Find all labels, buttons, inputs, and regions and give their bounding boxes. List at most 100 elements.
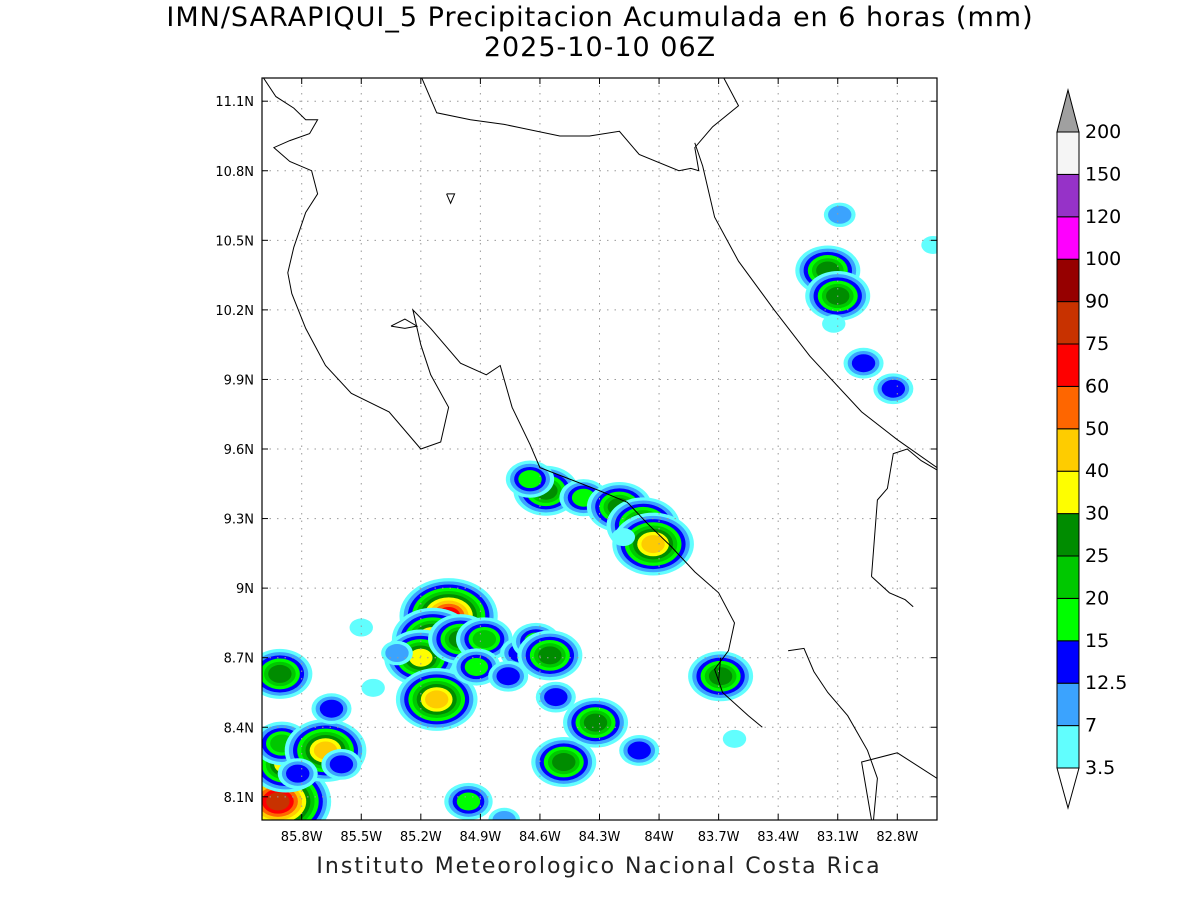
colorbar-label: 90 [1085,291,1109,313]
rain-contour [851,354,876,373]
coastline [262,78,763,728]
rain-cell [619,735,660,766]
rain-contour [472,630,497,649]
rain-contour [722,729,747,748]
rain-contour [319,699,344,718]
colorbar-upper-triangle [1056,88,1080,133]
rain-cell [823,202,856,228]
colorbar-label: 15 [1085,630,1109,652]
x-tick-label: 85.2W [400,830,442,845]
rain-cell [517,630,583,681]
coastline-layer [262,78,937,820]
y-tick-label: 8.7N [224,652,254,667]
y-tick-label: 8.1N [224,791,254,806]
y-tick-label: 11.1N [215,95,254,110]
colorbar-segment [1056,343,1080,387]
colorbar-segment [1056,555,1080,599]
rain-contour [583,713,608,732]
rain-cell [361,678,385,697]
rain-cell [488,660,529,692]
rain-cell [843,347,884,379]
colorbar-label: 50 [1085,418,1109,440]
rain-cell [873,373,914,405]
rain-contour [828,205,852,224]
rain-cell [688,651,754,702]
y-tick-label: 9.9N [224,373,254,388]
rain-cell [321,748,362,780]
colorbar-segment [1056,682,1080,727]
colorbar-segment [1056,216,1080,260]
rain-cell [311,693,352,725]
rain-cell [822,314,846,333]
x-tick-label: 85.5W [340,830,382,845]
x-tick-label: 84.6W [519,830,561,845]
colorbar-label: 75 [1085,333,1109,355]
rain-contour [286,764,310,783]
colorbar: 3.5 7 12.5 15 20 25 30 40 50 60 75 90 100 120 150 200 [1056,88,1127,810]
rain-contour [385,644,409,663]
rain-cell [535,681,576,713]
colorbar-label: 20 [1085,587,1109,609]
rain-contour [349,618,373,637]
rain-contour [538,646,562,665]
credit-label: Instituto Meteorologico Nacional Costa R… [316,854,882,879]
rain-contour [611,528,636,547]
rain-layer [262,202,937,820]
rain-contour [329,755,354,774]
rain-cell [505,460,555,498]
colorbar-label: 100 [1085,248,1121,270]
colorbar-segment [1056,640,1080,684]
colorbar-segment [1056,301,1080,345]
coastline [446,193,456,205]
colorbar-segment [1056,513,1080,557]
rain-contour [268,664,292,683]
rain-contour [544,688,568,707]
y-tick-label: 8.4N [224,721,254,736]
colorbar-label: 3.5 [1085,757,1115,779]
coastline [694,142,937,469]
rain-cell [531,737,597,788]
colorbar-segment [1056,428,1080,472]
y-tick-label: 10.5N [215,234,254,249]
colorbar-segment [1056,725,1080,769]
colorbar-segment [1056,597,1080,642]
colorbar-label: 7 [1085,715,1097,737]
x-tick-label: 84W [644,830,674,845]
chart-title: IMN/SARAPIQUI_5 Precipitacion Acumulada … [166,2,1034,33]
rain-cell [349,618,373,637]
rain-contour [708,667,733,686]
rain-contour [425,690,449,709]
colorbar-label: 25 [1085,545,1109,567]
rain-cell [612,512,694,576]
rain-contour [627,741,651,760]
rain-contour [496,667,520,686]
rain-cell [611,528,636,547]
x-tick-label: 83.4W [757,830,799,845]
colorbar-segment [1056,385,1080,430]
x-tick-label: 84.3W [579,830,621,845]
colorbar-label: 120 [1085,206,1121,228]
coastline [871,576,914,608]
colorbar-segment [1056,131,1080,175]
colorbar-label: 150 [1085,163,1121,185]
chart-subtitle: 2025-10-10 06Z [483,32,717,63]
colorbar-label: 12.5 [1085,672,1127,694]
colorbar-lower-triangle [1056,767,1080,810]
rain-contour [456,792,481,811]
rain-cell [722,729,747,748]
coastline [871,448,937,577]
axis-layer: 85.8W 85.5W 85.2W 84.9W 84.6W 84.3W 84W 83.7W 83… [215,78,937,845]
coastline [718,657,722,681]
x-tick-label: 83.7W [698,830,740,845]
colorbar-label: 40 [1085,460,1109,482]
rain-cell [277,758,318,790]
rain-cell [381,640,413,666]
x-tick-label: 82.8W [876,830,918,845]
colorbar-label: 30 [1085,503,1109,525]
rain-cell [444,782,493,820]
colorbar-label: 200 [1085,121,1121,143]
rain-contour [266,792,290,811]
rain-contour [552,753,576,772]
rain-contour [518,470,542,489]
